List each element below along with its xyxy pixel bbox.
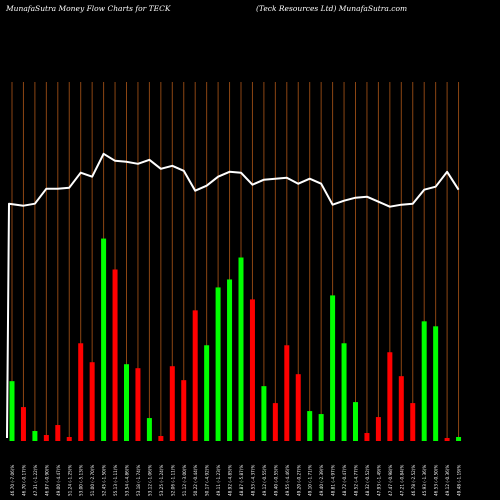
money-flow-bar <box>330 295 336 441</box>
money-flow-bar <box>295 374 301 441</box>
price-line <box>6 152 460 439</box>
money-flow-bar <box>387 352 393 441</box>
x-tick-label: 53.12 (-1.06)% <box>147 465 152 496</box>
money-flow-bar <box>353 402 358 441</box>
chart-subtitle: (Teck Resources Ltd) MunafaSutra.com <box>256 4 408 13</box>
x-tick-label: 49.00 (-4.47)% <box>56 465 61 496</box>
money-flow-bar <box>272 403 278 441</box>
x-tick-label: 52.45 (-1.50)% <box>102 465 107 496</box>
money-flow-bar <box>284 345 290 441</box>
x-tick-label: 49.12 (-0.36)% <box>445 465 450 496</box>
x-tick-label: 48.53 (-4.37)% <box>250 465 255 496</box>
x-tick-label: 49.40 (-0.55)% <box>273 465 278 496</box>
money-flow-bar <box>364 433 370 441</box>
x-tick-label: 47.21 (-0.84)% <box>399 465 404 496</box>
money-flow-bar <box>32 431 38 441</box>
x-tick-label: 47.47 (-0.98)% <box>388 465 393 496</box>
x-tick-label: 48.81 (-4.97)% <box>331 465 336 496</box>
x-tick-label: 49.11 (-1.23)% <box>216 465 221 496</box>
money-flow-bar <box>20 407 26 441</box>
x-tick-label: 46.78 (-2.52)% <box>411 465 416 496</box>
money-flow-bar <box>261 386 267 441</box>
x-tick-label: 47.93 (-1.49)% <box>376 465 381 496</box>
x-tick-label: 53.18 (-1.74)% <box>136 465 141 496</box>
money-flow-bar <box>456 437 462 441</box>
x-tick-label: 48.87 (-5.87)% <box>239 465 244 496</box>
x-tick-label: 51.00 (-2.70)% <box>90 465 95 496</box>
money-flow-bar <box>249 299 255 441</box>
x-tick-label: 53.25 (-1.24)% <box>159 465 164 496</box>
money-flow-bar <box>135 368 141 441</box>
x-tick-label: 45.93 (-1.36)% <box>422 465 427 496</box>
money-flow-bar <box>410 403 416 441</box>
money-flow-bar <box>444 438 450 441</box>
x-tick-label: 50.22 (-0.44)% <box>193 465 198 496</box>
money-flow-bar <box>318 414 324 441</box>
money-flow-bar <box>421 321 427 441</box>
money-flow-bar <box>341 343 347 441</box>
money-flow-bar <box>192 310 198 441</box>
money-flow-bar <box>227 279 233 441</box>
x-tick-label: 48.32 (-0.52)% <box>365 465 370 496</box>
money-flow-bar <box>181 380 187 441</box>
money-flow-bar <box>66 437 72 441</box>
money-flow-bar <box>112 269 118 441</box>
x-tick-label: 52.06 (-1.11)% <box>170 465 175 496</box>
x-tick-label: 51.24 (-1.25)% <box>67 465 72 496</box>
money-flow-bar <box>238 257 244 441</box>
money-flow-bar <box>43 435 49 441</box>
money-flow-bar <box>169 366 175 441</box>
money-flow-bar <box>375 417 381 441</box>
x-tick-label: 48.72 (-0.47)% <box>342 465 347 496</box>
money-flow-bar <box>101 238 107 441</box>
money-flow-bar <box>307 411 313 441</box>
money-flow-bar <box>398 376 404 441</box>
x-tick-label: 50.17 (-4.92)% <box>205 465 210 496</box>
money-flow-bar <box>433 326 439 441</box>
x-tick-label: 49.40 (-2.39)% <box>319 465 324 496</box>
x-tick-label: 49.20 (-0.27)% <box>296 465 301 496</box>
x-tick-label: 47.31 (-1.22)% <box>33 465 38 496</box>
money-flow-bar <box>204 345 210 441</box>
x-tick-label: 46.97 (-0.90)% <box>44 465 49 496</box>
x-tick-label: 49.12 (-0.55)% <box>262 465 267 496</box>
money-flow-bar <box>89 362 95 441</box>
money-flow-bar <box>9 381 15 441</box>
x-tick-label: 55.13 (-1.11)% <box>113 465 118 496</box>
money-flow-bar <box>78 343 84 441</box>
x-tick-label: 51.12 (-3.00)% <box>182 465 187 496</box>
x-tick-label: 48.92 (-4.85)% <box>228 465 233 496</box>
x-tick-label: 53.54 (-4.86)% <box>125 465 130 496</box>
x-tick-label: 49.55 (-4.46)% <box>285 465 290 496</box>
x-tick-label: 46.70 (-0.17)% <box>21 465 26 496</box>
x-tick-label: 49.48 (-1.19)% <box>457 465 462 496</box>
x-tick-label: 48.52 (-4.77)% <box>354 465 359 496</box>
money-flow-bar <box>124 364 129 441</box>
money-flow-bar <box>146 418 152 441</box>
money-flow-bar <box>55 425 61 441</box>
money-flow-bar <box>158 436 164 441</box>
chart-title: MunafaSutra Money Flow Charts for TECK <box>6 4 171 13</box>
x-tick-label: 49.10 (-1.71)% <box>308 465 313 496</box>
x-tick-label: 46.70 (-7.06)% <box>10 465 15 496</box>
x-tick-label: 46.53 (-0.50)% <box>434 465 439 496</box>
money-flow-bar <box>215 287 221 441</box>
x-tick-label: 53.00 (-5.13)% <box>79 465 84 496</box>
